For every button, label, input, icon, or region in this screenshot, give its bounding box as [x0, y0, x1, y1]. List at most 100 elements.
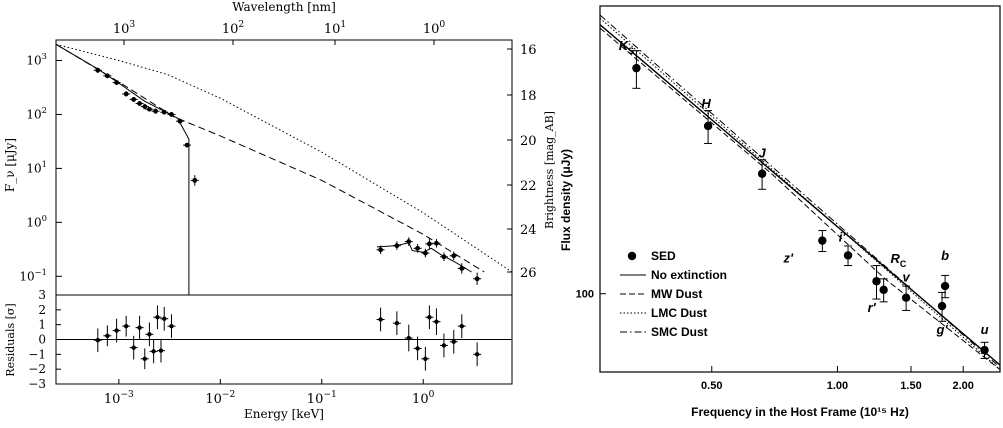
sed-point: [879, 285, 888, 295]
residual-point: [142, 356, 147, 361]
top-tick-label: 101: [324, 20, 346, 37]
sed-point: [818, 236, 827, 245]
sed-point: [980, 345, 989, 355]
band-label: b: [941, 248, 949, 263]
residual-point: [131, 345, 136, 350]
band-label: v: [902, 270, 910, 285]
legend-label: SED: [651, 249, 676, 263]
residual-point: [451, 339, 456, 344]
sed-point: [940, 281, 950, 291]
data-point: [426, 241, 432, 247]
residual-point: [474, 352, 480, 357]
sed-point: [937, 301, 947, 311]
residual-point: [158, 348, 164, 353]
sed-point: [843, 251, 853, 260]
residual-tick-label: −1: [28, 347, 46, 361]
residual-point: [169, 323, 174, 329]
legend-label: SMC Dust: [651, 325, 708, 339]
data-point: [474, 276, 480, 282]
data-point: [177, 118, 183, 124]
residual-point: [105, 333, 110, 338]
top-axis-label: Wavelength [nm]: [232, 0, 336, 14]
right-x-tick-label: 2.00: [952, 380, 973, 392]
residual-point: [155, 315, 160, 320]
residual-point: [415, 346, 420, 351]
residual-point: [147, 332, 152, 337]
right-tick-label: 22: [520, 179, 537, 194]
legend-label: MW Dust: [651, 287, 702, 301]
model-line-solid: [599, 24, 1001, 366]
right-x-axis-label: Frequency in the Host Frame (10¹⁵ Hz): [691, 405, 909, 419]
residual-point: [137, 325, 142, 330]
residual-tick-label: 3: [38, 288, 46, 302]
residual-point: [95, 338, 101, 343]
right-plot-frame: [599, 5, 1001, 373]
band-label: i': [839, 229, 847, 244]
residual-axis-label: Residuals [σ]: [4, 303, 17, 376]
sed-point: [703, 121, 713, 131]
band-label: RC: [891, 251, 907, 269]
right-x-tick-label: 0.50: [701, 380, 722, 392]
band-label: J: [758, 146, 766, 161]
data-point: [415, 245, 420, 251]
residual-point: [162, 316, 167, 321]
right-tick-label: 20: [520, 134, 537, 149]
model-line-dashed: [599, 27, 1001, 370]
band-label: r': [868, 300, 877, 315]
band-label: KS: [619, 38, 634, 56]
right-x-tick-label: 1.50: [900, 380, 921, 392]
top-tick-label: 102: [222, 20, 244, 37]
residual-point: [434, 319, 439, 324]
residual-tick-label: 1: [38, 318, 46, 332]
data-point: [378, 247, 383, 253]
data-point: [161, 109, 167, 115]
y-tick-label: 103: [26, 51, 47, 67]
right-y-axis-label: Flux density (μJy): [559, 149, 573, 251]
band-label: u: [981, 322, 989, 337]
data-point: [142, 104, 148, 109]
band-label: z': [783, 251, 795, 266]
y-tick-label: 10−1: [19, 267, 47, 283]
data-point: [169, 112, 174, 117]
y-tick-label: 101: [26, 159, 47, 175]
residual-tick-label: 2: [38, 303, 46, 317]
residual-point: [394, 320, 400, 326]
data-point: [137, 101, 142, 106]
data-point: [131, 97, 137, 102]
right-x-tick-label: 1.00: [827, 380, 848, 392]
top-tick-label: 100: [423, 20, 446, 37]
right-y-tick-label: 100: [576, 289, 594, 301]
right-tick-label: 24: [520, 223, 537, 238]
residual-point: [406, 335, 411, 341]
data-point: [147, 106, 152, 112]
sed-point: [632, 63, 641, 73]
model-line-dotted: [599, 17, 1001, 370]
model-curve-solid: [376, 242, 472, 273]
right-axis-label: Brightness [mag_AB]: [543, 111, 556, 229]
residual-tick-label: −2: [28, 362, 46, 376]
x-tick-label: 10−1: [307, 390, 337, 407]
y-axis-label: F_ν [μJy]: [3, 138, 17, 192]
data-point: [104, 73, 110, 79]
x-tick-label: 100: [412, 390, 435, 407]
x-tick-label: 10−2: [205, 390, 235, 407]
right-sed-panel: 0.50 1.00 1.50 2.00 100 Frequency in the Host…: [559, 5, 1001, 419]
top-tick-label: 103: [113, 20, 136, 37]
legend-label: No extinction: [651, 268, 727, 282]
residual-point: [114, 328, 119, 333]
model-line-dashdot: [599, 14, 1001, 368]
residual-point: [151, 349, 156, 354]
residual-point: [423, 356, 428, 361]
right-tick-label: 18: [520, 89, 537, 104]
residual-point: [459, 323, 464, 329]
right-tick-label: 26: [520, 266, 537, 281]
data-point: [95, 67, 101, 73]
data-point: [184, 142, 190, 148]
residual-tick-label: 0: [38, 333, 46, 347]
residual-tick-label: −3: [28, 377, 46, 391]
data-point: [394, 243, 400, 249]
data-point: [434, 240, 439, 246]
